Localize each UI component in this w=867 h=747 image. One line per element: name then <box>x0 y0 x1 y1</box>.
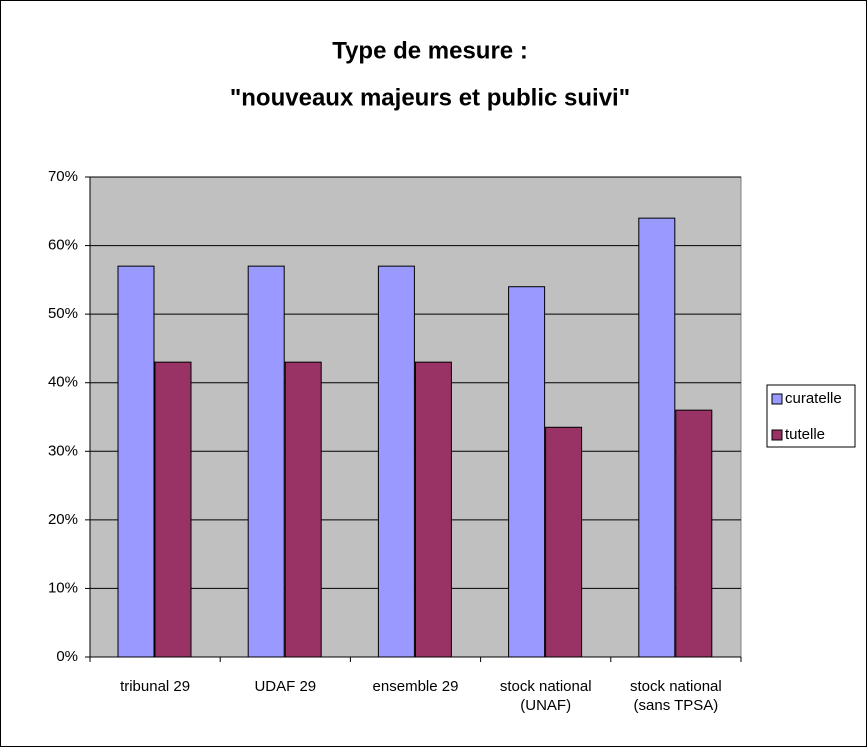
legend-label: tutelle <box>785 426 825 443</box>
x-tick-label: UDAF 29 <box>254 678 317 695</box>
y-tick-label: 30% <box>48 442 78 459</box>
y-tick-label: 0% <box>56 648 78 665</box>
x-tick-label: ensemble 29 <box>372 678 459 695</box>
y-tick-label: 20% <box>48 511 78 528</box>
bar <box>247 265 285 658</box>
y-tick-label: 60% <box>48 237 78 254</box>
y-tick-label: 10% <box>48 579 78 596</box>
bar <box>154 361 192 658</box>
y-tick-label: 50% <box>48 305 78 322</box>
y-tick-label: 70% <box>48 168 78 185</box>
x-tick-label: stock national (sans TPSA) <box>630 678 722 714</box>
bar <box>377 265 415 658</box>
legend-label: curatelle <box>785 390 842 407</box>
y-tick-label: 40% <box>48 374 78 391</box>
x-tick-label: tribunal 29 <box>120 678 191 695</box>
bar <box>414 361 452 658</box>
bar <box>284 361 322 658</box>
bar <box>508 286 546 658</box>
bar <box>675 409 713 658</box>
bar <box>545 426 583 658</box>
legend-swatch <box>771 429 783 441</box>
legend-swatch <box>771 393 783 405</box>
bar <box>638 217 676 658</box>
chart-title: "nouveaux majeurs et public suivi" <box>230 84 630 111</box>
chart-title: Type de mesure : <box>332 37 528 64</box>
x-tick-label: stock national (UNAF) <box>499 678 592 714</box>
bar <box>117 265 155 658</box>
